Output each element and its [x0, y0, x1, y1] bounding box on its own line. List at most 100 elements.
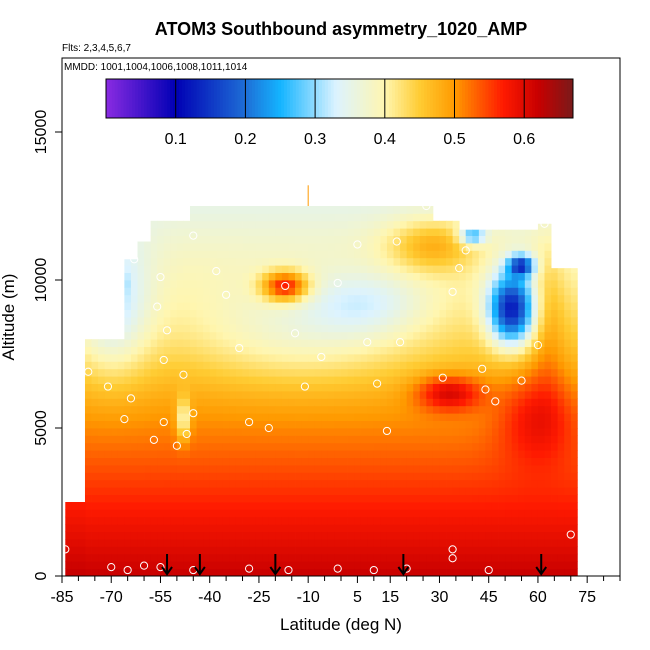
heatmap-cell [242, 524, 250, 532]
heatmap-cell [491, 294, 499, 303]
heatmap-cell [170, 272, 178, 281]
sample-point [553, 222, 562, 231]
heatmap-cell [452, 568, 460, 576]
heatmap-cell [531, 561, 539, 569]
heatmap-cell [557, 457, 565, 466]
heatmap-cell [406, 420, 414, 429]
heatmap-cell [275, 450, 283, 458]
heatmap-cell [301, 250, 309, 259]
heatmap-cell [367, 502, 375, 510]
heatmap-cell [498, 405, 506, 414]
heatmap-cell [130, 383, 138, 392]
heatmap-cell [209, 479, 217, 488]
heatmap-cell [268, 354, 276, 362]
heatmap-cell [157, 465, 165, 473]
heatmap-cell [354, 539, 362, 547]
heatmap-cell [327, 568, 335, 576]
heatmap-cell [419, 494, 427, 503]
heatmap-cell [544, 487, 552, 495]
heatmap-cell [157, 413, 165, 421]
heatmap-cell [170, 502, 178, 510]
heatmap-cell [209, 539, 217, 547]
heatmap-cell [367, 465, 375, 473]
heatmap-cell [341, 206, 348, 214]
heatmap-cell [183, 250, 191, 259]
heatmap-cell [91, 539, 99, 547]
heatmap-cell [386, 383, 394, 392]
colorbar-swatch [176, 79, 180, 118]
heatmap-cell [334, 250, 342, 259]
heatmap-cell [413, 228, 421, 236]
heatmap-cell [327, 346, 335, 355]
heatmap-cell [537, 272, 545, 281]
heatmap-cell [518, 368, 526, 377]
colorbar-swatch [254, 79, 259, 118]
colorbar-swatch [269, 79, 273, 118]
heatmap-cell [518, 235, 526, 244]
heatmap-cell [354, 265, 362, 273]
colorbar-swatch [321, 79, 326, 118]
heatmap-cell [104, 457, 112, 466]
heatmap-cell [557, 287, 565, 296]
heatmap-cell [130, 487, 138, 495]
heatmap-cell [157, 376, 165, 384]
heatmap-cell [465, 324, 473, 333]
heatmap-cell [183, 398, 191, 407]
heatmap-cell [531, 457, 539, 466]
heatmap-cell [334, 272, 342, 281]
heatmap-cell [163, 435, 171, 444]
heatmap-cell [498, 457, 506, 466]
heatmap-cell [564, 317, 572, 325]
heatmap-cell [124, 494, 132, 503]
heatmap-cell [281, 420, 289, 429]
heatmap-cell [524, 465, 532, 473]
colorbar-swatch [397, 79, 402, 118]
heatmap-cell [98, 428, 106, 436]
heatmap-cell [71, 524, 79, 532]
heatmap-cell [222, 472, 230, 481]
heatmap-cell [426, 428, 434, 436]
heatmap-cell [531, 524, 539, 532]
heatmap-cell [163, 309, 171, 318]
heatmap-cell [144, 368, 152, 377]
heatmap-cell [91, 435, 99, 444]
heatmap-cell [84, 398, 92, 407]
heatmap-cell [314, 206, 322, 214]
heatmap-cell [472, 524, 480, 532]
heatmap-cell [347, 442, 355, 451]
heatmap-cell [518, 524, 526, 532]
colorbar-swatch [286, 79, 291, 118]
heatmap-cell [137, 339, 145, 347]
heatmap-cell [301, 435, 309, 444]
heatmap-cell [176, 331, 184, 340]
heatmap-cell [255, 524, 263, 532]
heatmap-cell [98, 361, 106, 370]
heatmap-cell [176, 502, 184, 510]
colorbar-swatch [114, 79, 119, 118]
heatmap-cell [104, 494, 112, 503]
heatmap-cell [104, 546, 112, 555]
heatmap-cell [419, 331, 427, 340]
heatmap-cell [439, 383, 447, 392]
heatmap-cell [347, 228, 355, 236]
heatmap-cell [295, 265, 303, 273]
heatmap-cell [531, 302, 539, 310]
heatmap-cell [491, 531, 499, 540]
heatmap-cell [117, 376, 125, 384]
heatmap-cell [564, 465, 572, 473]
heatmap-cell [157, 228, 165, 236]
heatmap-cell [301, 324, 309, 333]
heatmap-cell [505, 516, 513, 525]
heatmap-cell [314, 413, 322, 421]
heatmap-cell [380, 546, 388, 555]
heatmap-cell [144, 539, 152, 547]
heatmap-cell [419, 243, 427, 251]
heatmap-cell [222, 354, 230, 362]
heatmap-cell [295, 235, 303, 244]
heatmap-cell [111, 553, 119, 562]
heatmap-cell [314, 346, 322, 355]
heatmap-cell [406, 324, 414, 333]
heatmap-cell [235, 383, 243, 392]
heatmap-cell [163, 324, 171, 333]
heatmap-cell [347, 539, 355, 547]
